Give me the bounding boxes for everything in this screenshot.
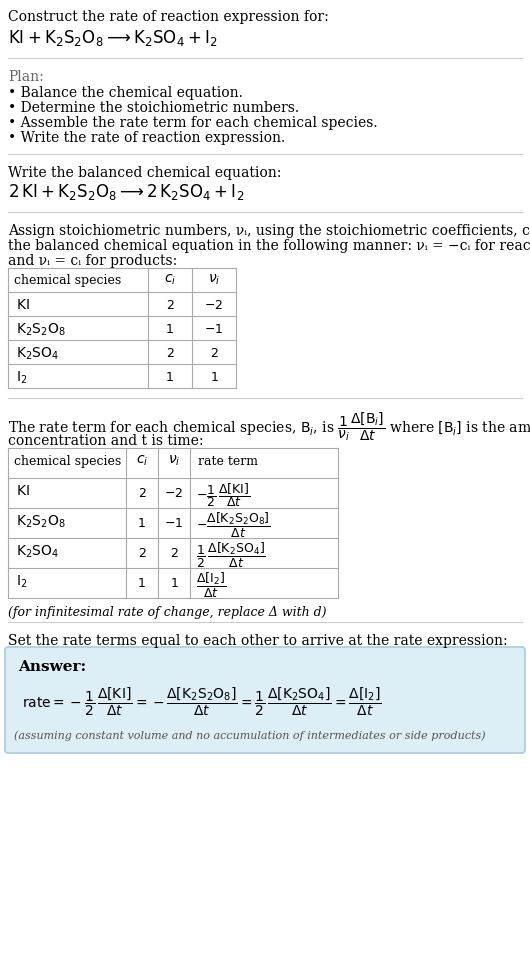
Text: rate term: rate term: [198, 455, 258, 468]
Text: Write the balanced chemical equation:: Write the balanced chemical equation:: [8, 166, 281, 180]
Text: $-1$: $-1$: [205, 323, 224, 336]
Text: 1: 1: [166, 323, 174, 336]
Text: 1: 1: [138, 517, 146, 530]
Text: Construct the rate of reaction expression for:: Construct the rate of reaction expressio…: [8, 10, 329, 24]
Text: $\mathrm{K_2S_2O_8}$: $\mathrm{K_2S_2O_8}$: [16, 514, 66, 530]
Text: $2$: $2$: [170, 547, 178, 560]
Text: The rate term for each chemical species, $\mathrm{B}_i$, is $\dfrac{1}{\nu_i}\df: The rate term for each chemical species,…: [8, 410, 530, 443]
Text: $1$: $1$: [210, 371, 218, 384]
Text: (for infinitesimal rate of change, replace Δ with d): (for infinitesimal rate of change, repla…: [8, 606, 326, 619]
Text: $c_i$: $c_i$: [136, 454, 148, 468]
Text: 2: 2: [138, 547, 146, 560]
FancyBboxPatch shape: [5, 647, 525, 753]
Text: (assuming constant volume and no accumulation of intermediates or side products): (assuming constant volume and no accumul…: [14, 730, 485, 741]
Text: • Determine the stoichiometric numbers.: • Determine the stoichiometric numbers.: [8, 101, 299, 115]
Text: $2$: $2$: [210, 347, 218, 360]
Text: • Write the rate of reaction expression.: • Write the rate of reaction expression.: [8, 131, 285, 145]
Text: $-2$: $-2$: [164, 487, 183, 500]
Text: Set the rate terms equal to each other to arrive at the rate expression:: Set the rate terms equal to each other t…: [8, 634, 508, 648]
Text: • Balance the chemical equation.: • Balance the chemical equation.: [8, 86, 243, 100]
Text: Plan:: Plan:: [8, 70, 44, 84]
Text: $\mathrm{K_2SO_4}$: $\mathrm{K_2SO_4}$: [16, 346, 59, 362]
Text: $\mathrm{I_2}$: $\mathrm{I_2}$: [16, 574, 28, 590]
Text: Assign stoichiometric numbers, νᵢ, using the stoichiometric coefficients, cᵢ, fr: Assign stoichiometric numbers, νᵢ, using…: [8, 224, 530, 238]
Text: Answer:: Answer:: [18, 660, 86, 674]
Text: concentration and t is time:: concentration and t is time:: [8, 434, 204, 448]
Text: $1$: $1$: [170, 577, 179, 590]
Text: $\mathrm{rate} = -\dfrac{1}{2}\,\dfrac{\Delta[\mathrm{KI}]}{\Delta t} = -\dfrac{: $\mathrm{rate} = -\dfrac{1}{2}\,\dfrac{\…: [22, 686, 382, 718]
Text: $\mathrm{KI + K_2S_2O_8 \longrightarrow K_2SO_4 + I_2}$: $\mathrm{KI + K_2S_2O_8 \longrightarrow …: [8, 28, 218, 48]
Text: and νᵢ = cᵢ for products:: and νᵢ = cᵢ for products:: [8, 254, 177, 268]
Text: 2: 2: [166, 347, 174, 360]
Text: $\dfrac{\Delta[\mathrm{I_2}]}{\Delta t}$: $\dfrac{\Delta[\mathrm{I_2}]}{\Delta t}$: [196, 571, 226, 600]
Text: $\mathrm{K_2S_2O_8}$: $\mathrm{K_2S_2O_8}$: [16, 322, 66, 339]
Text: 2: 2: [166, 299, 174, 312]
Text: 2: 2: [138, 487, 146, 500]
Text: $-1$: $-1$: [164, 517, 183, 530]
Text: $\mathrm{K_2SO_4}$: $\mathrm{K_2SO_4}$: [16, 544, 59, 560]
Text: $\nu_i$: $\nu_i$: [208, 273, 220, 287]
Text: $-\dfrac{1}{2}\,\dfrac{\Delta[\mathrm{KI}]}{\Delta t}$: $-\dfrac{1}{2}\,\dfrac{\Delta[\mathrm{KI…: [196, 481, 250, 508]
Text: $-\dfrac{\Delta[\mathrm{K_2S_2O_8}]}{\Delta t}$: $-\dfrac{\Delta[\mathrm{K_2S_2O_8}]}{\De…: [196, 511, 271, 540]
Text: $\mathrm{I_2}$: $\mathrm{I_2}$: [16, 370, 28, 386]
Text: $\mathrm{2\,KI + K_2S_2O_8 \longrightarrow 2\,K_2SO_4 + I_2}$: $\mathrm{2\,KI + K_2S_2O_8 \longrightarr…: [8, 182, 244, 202]
Text: 1: 1: [138, 577, 146, 590]
Text: $\nu_i$: $\nu_i$: [168, 454, 180, 468]
Text: 1: 1: [166, 371, 174, 384]
Text: chemical species: chemical species: [14, 274, 121, 287]
Text: • Assemble the rate term for each chemical species.: • Assemble the rate term for each chemic…: [8, 116, 377, 130]
Text: chemical species: chemical species: [14, 455, 121, 468]
Text: $\dfrac{1}{2}\,\dfrac{\Delta[\mathrm{K_2SO_4}]}{\Delta t}$: $\dfrac{1}{2}\,\dfrac{\Delta[\mathrm{K_2…: [196, 541, 266, 570]
Text: $-2$: $-2$: [205, 299, 224, 312]
Text: $\mathrm{KI}$: $\mathrm{KI}$: [16, 298, 30, 312]
Text: $\mathrm{KI}$: $\mathrm{KI}$: [16, 484, 30, 498]
Text: $c_i$: $c_i$: [164, 273, 176, 287]
Text: the balanced chemical equation in the following manner: νᵢ = −cᵢ for reactants: the balanced chemical equation in the fo…: [8, 239, 530, 253]
